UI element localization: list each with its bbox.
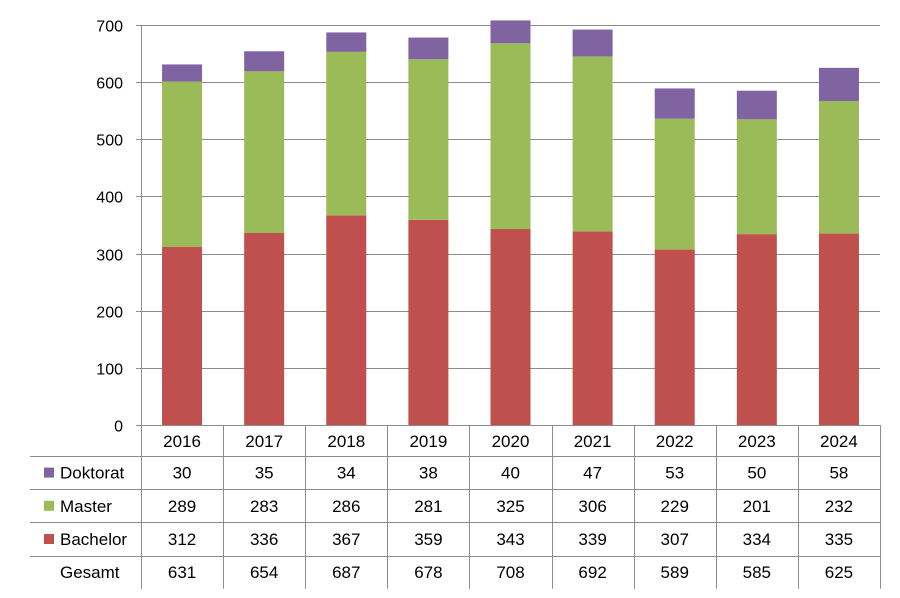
bar-segment-doktorat-2023 [736, 90, 777, 120]
table-cell-master: 232 [825, 497, 853, 516]
table-cell-doktorat: 35 [255, 464, 274, 483]
bar-segment-bachelor-2023 [736, 234, 777, 425]
y-tick-label: 700 [96, 19, 123, 36]
bar-segment-master-2022 [654, 118, 695, 250]
bar-segment-master-2020 [490, 43, 531, 230]
x-tick-label: 2016 [163, 432, 201, 451]
table-cell-doktorat: 30 [173, 464, 192, 483]
table-cell-bachelor: 312 [168, 530, 196, 549]
bar-segment-doktorat-2019 [408, 37, 449, 60]
bars [162, 20, 859, 425]
table-cell-total: 585 [743, 563, 771, 582]
bar-segment-master-2024 [818, 101, 859, 234]
legend-key-bachelor [44, 534, 54, 544]
table-cell-total: 678 [414, 563, 442, 582]
y-tick-label: 0 [114, 419, 123, 436]
x-tick-label: 2018 [327, 432, 365, 451]
bar-segment-bachelor-2018 [326, 215, 367, 425]
bar-segment-doktorat-2016 [162, 64, 203, 82]
bar-segment-master-2018 [326, 51, 367, 216]
bar-segment-doktorat-2021 [572, 29, 613, 57]
bar-segment-bachelor-2016 [162, 246, 203, 425]
legend-label-doktorat: Doktorat [60, 464, 125, 483]
y-tick-label: 100 [96, 362, 123, 379]
table-cell-doktorat: 53 [665, 464, 684, 483]
table-cell-doktorat: 40 [501, 464, 520, 483]
table-cell-total: 692 [578, 563, 606, 582]
table-cell-bachelor: 339 [578, 530, 606, 549]
x-tick-label: 2017 [245, 432, 283, 451]
y-tick-label: 300 [96, 248, 123, 265]
table-cell-master: 289 [168, 497, 196, 516]
table-cell-master: 306 [578, 497, 606, 516]
x-tick-label: 2021 [574, 432, 612, 451]
bar-segment-bachelor-2024 [818, 233, 859, 425]
y-tick-label: 400 [96, 190, 123, 207]
legend-label-bachelor: Bachelor [60, 530, 127, 549]
table-cell-total: 625 [825, 563, 853, 582]
table-cell-doktorat: 50 [747, 464, 766, 483]
table-cell-total: 654 [250, 563, 278, 582]
table-cell-doktorat: 47 [583, 464, 602, 483]
y-tick-label: 200 [96, 305, 123, 322]
table-cell-master: 325 [496, 497, 524, 516]
bar-segment-bachelor-2020 [490, 229, 531, 425]
y-tick-label: 500 [96, 133, 123, 150]
table-cell-bachelor: 307 [661, 530, 689, 549]
bar-segment-master-2017 [244, 71, 285, 234]
table-cell-doktorat: 34 [337, 464, 356, 483]
x-tick-label: 2022 [656, 432, 694, 451]
legend-label-master: Master [60, 497, 112, 516]
bar-segment-bachelor-2019 [408, 219, 449, 425]
axes: 0 100 200 300 400 500 600 700 [96, 19, 142, 436]
x-tick-label: 2023 [738, 432, 776, 451]
totals-row-label: Gesamt [60, 563, 120, 582]
table-cell-total: 708 [496, 563, 524, 582]
bar-segment-master-2023 [736, 119, 777, 235]
table-cell-master: 229 [661, 497, 689, 516]
bar-segment-bachelor-2017 [244, 233, 285, 425]
table-cell-bachelor: 343 [496, 530, 524, 549]
table-cell-bachelor: 336 [250, 530, 278, 549]
y-tick-label: 600 [96, 76, 123, 93]
table-cell-total: 687 [332, 563, 360, 582]
bar-segment-master-2019 [408, 59, 449, 220]
bar-segment-bachelor-2022 [654, 249, 695, 425]
bar-segment-bachelor-2021 [572, 231, 613, 425]
bar-segment-doktorat-2017 [244, 51, 285, 72]
table-cell-doktorat: 58 [829, 464, 848, 483]
legend-key-doktorat [44, 467, 54, 478]
x-tick-label: 2024 [820, 432, 858, 451]
table-cell-total: 589 [661, 563, 689, 582]
table-cell-master: 286 [332, 497, 360, 516]
table-cell-bachelor: 334 [743, 530, 771, 549]
table-cell-bachelor: 359 [414, 530, 442, 549]
legend-key-master [44, 500, 54, 511]
x-tick-label: 2019 [409, 432, 447, 451]
table-cell-total: 631 [168, 563, 196, 582]
table-cell-master: 201 [743, 497, 771, 516]
bar-segment-doktorat-2022 [654, 88, 695, 119]
bar-segment-doktorat-2024 [818, 67, 859, 101]
table-cell-doktorat: 38 [419, 464, 438, 483]
bar-segment-master-2016 [162, 81, 203, 247]
bar-segment-master-2021 [572, 56, 613, 232]
table-cell-master: 281 [414, 497, 442, 516]
table-cell-bachelor: 335 [825, 530, 853, 549]
bar-segment-doktorat-2018 [326, 32, 367, 52]
bar-segment-doktorat-2020 [490, 20, 531, 44]
table-cell-master: 283 [250, 497, 278, 516]
x-tick-label: 2020 [492, 432, 530, 451]
data-table: 2016 2017 2018 2019 2020 2021 2022 2023 2024 Dokt… [30, 425, 881, 589]
table-cell-bachelor: 367 [332, 530, 360, 549]
